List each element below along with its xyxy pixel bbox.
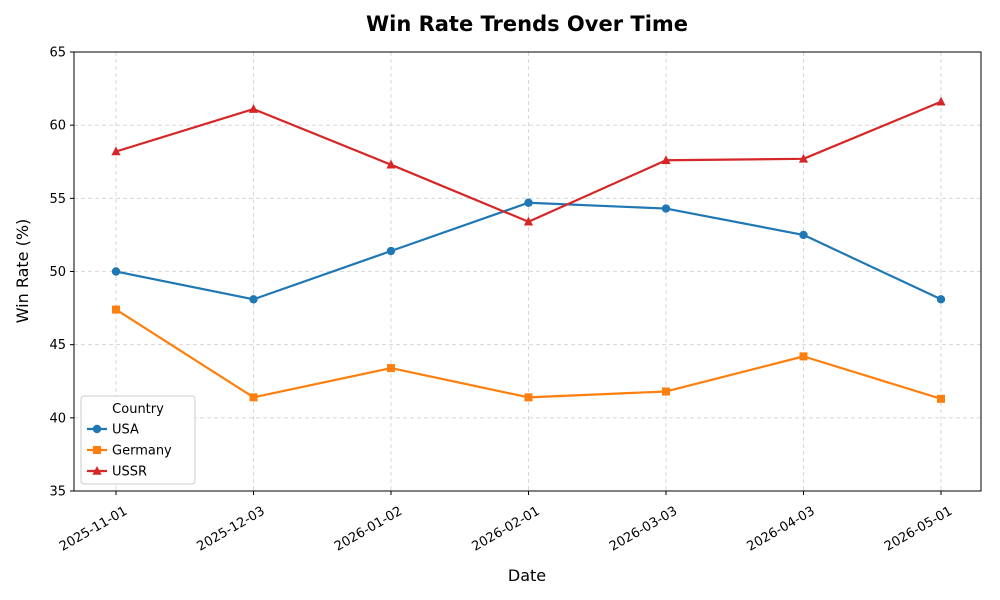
x-tick-label: 2026-05-01 <box>882 504 955 555</box>
data-point-usa <box>249 295 258 304</box>
legend-label: Germany <box>112 444 172 459</box>
y-tick-label: 40 <box>49 411 66 426</box>
x-tick-label: 2026-03-03 <box>607 504 680 555</box>
x-tick-label: 2026-01-02 <box>332 504 405 555</box>
y-axis: 35 40 45 50 55 60 65 <box>49 46 74 500</box>
data-point-usa <box>524 198 533 207</box>
y-tick-label: 35 <box>49 485 66 500</box>
x-tick-label: 2025-11-01 <box>57 504 130 555</box>
data-point-ussr <box>661 155 671 165</box>
data-point-germany <box>387 364 395 373</box>
data-point-germany <box>799 352 808 361</box>
data-point-germany <box>249 393 258 402</box>
legend-marker <box>92 424 102 434</box>
data-point-usa <box>799 230 808 240</box>
series-ussr <box>111 96 946 226</box>
x-tick-label: 2026-02-01 <box>470 504 543 555</box>
legend: Country USA Germany USSR <box>80 395 196 485</box>
data-point-germany <box>524 393 533 402</box>
y-axis-title: Win Rate (%) <box>13 219 32 324</box>
y-tick-label: 55 <box>49 192 66 207</box>
data-point-usa <box>936 295 946 304</box>
y-tick-label: 60 <box>49 119 66 134</box>
legend-label: USSR <box>112 465 147 480</box>
data-point-usa <box>111 267 121 276</box>
data-point-usa <box>386 246 396 256</box>
x-axis: 2025-11-01 2025-12-03 2026-01-02 2026-02-01… <box>57 491 955 555</box>
legend-item-usa: USA <box>87 423 139 438</box>
data-point-germany <box>112 305 120 314</box>
series-usa <box>111 198 946 304</box>
legend-item-germany: Germany <box>87 444 172 459</box>
series-group <box>111 96 946 403</box>
legend-label: USA <box>112 423 139 438</box>
legend-box <box>80 395 196 485</box>
data-point-ussr <box>111 146 121 156</box>
data-point-ussr <box>798 153 809 163</box>
series-germany <box>112 305 945 403</box>
data-point-ussr <box>936 96 946 106</box>
x-tick-label: 2026-04-03 <box>745 504 818 555</box>
data-point-germany <box>662 387 670 396</box>
data-point-germany <box>937 394 945 403</box>
data-point-ussr <box>248 104 259 113</box>
data-point-ussr <box>523 216 534 226</box>
y-tick-label: 45 <box>49 338 66 353</box>
legend-marker <box>93 446 101 454</box>
legend-item-ussr: USSR <box>87 465 147 480</box>
legend-title: Country <box>112 402 164 417</box>
data-point-usa <box>661 204 671 213</box>
x-axis-title: Date <box>508 566 546 585</box>
chart-title: Win Rate Trends Over Time <box>366 12 688 36</box>
legend-items: USA Germany USSR <box>87 423 172 480</box>
legend-marker <box>92 466 102 475</box>
y-tick-label: 65 <box>49 46 66 61</box>
grid <box>74 51 981 492</box>
data-point-ussr <box>386 159 396 169</box>
x-tick-label: 2025-12-03 <box>195 504 268 555</box>
y-tick-label: 50 <box>49 265 66 280</box>
